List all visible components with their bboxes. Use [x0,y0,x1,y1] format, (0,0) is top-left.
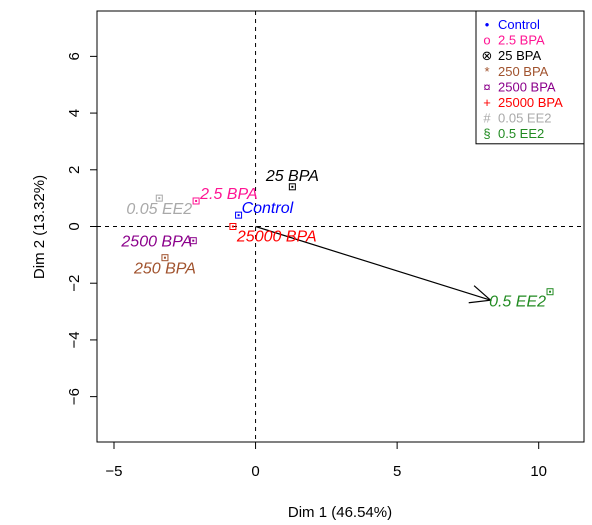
legend-symbol: § [483,126,490,141]
point-marker-center [549,290,552,293]
arrow-layer [255,225,492,304]
x-axis: −5 0 5 10 [105,441,547,480]
point-label: 25000 BPA [236,229,317,246]
arrow-shaft [255,225,491,301]
y-tick-label: 4 [66,109,83,117]
point-marker [546,288,554,296]
legend-symbol: * [484,64,489,79]
point-marker-center [163,256,166,259]
y-tick-label: 0 [66,222,83,230]
point-marker-center [291,185,294,188]
point-marker-center [192,239,195,242]
point-label: 250 BPA [133,261,196,278]
point-marker-center [237,214,240,217]
legend-entry: Control [498,17,540,32]
point-label: 0.5 EE2 [489,294,546,311]
y-tick-label: −4 [66,331,83,348]
legend-symbol: ⊗ [482,48,493,63]
y-tick-label: 2 [66,166,83,174]
point-label: 2500 BPA [120,234,192,251]
point-marker [155,194,163,202]
point-marker [235,211,243,219]
y-tick-label: −6 [66,388,83,405]
point-marker [229,223,237,230]
point-marker [161,254,169,262]
point-marker [189,237,197,245]
x-tick-label: 5 [393,463,401,480]
legend-symbol: # [483,111,491,126]
legend-symbol: ¤ [483,79,490,94]
x-tick-label: −5 [105,463,122,480]
point-label: 25 BPA [265,168,319,185]
legend-symbol: • [485,17,490,32]
legend-entry: 250 BPA [498,64,549,79]
legend-entry: 25 BPA [498,48,541,63]
y-axis: −6 −4 −2 0 2 4 6 [66,52,98,405]
arrow-head [468,285,492,304]
y-tick-label: −2 [66,275,83,292]
legend-entry: 2500 BPA [498,79,556,94]
x-tick-label: 0 [251,463,259,480]
point-marker-center [158,197,161,200]
legend-entry: 25000 BPA [498,95,563,110]
point-marker-center [195,199,198,202]
legend-box [475,10,585,145]
point-marker [288,183,296,191]
legend-symbol: o [483,33,490,48]
x-axis-title: Dim 1 (46.54%) [288,504,392,521]
legend-entry: 2.5 BPA [498,33,545,48]
legend: • Control o 2.5 BPA ⊗ 25 BPA * 250 BPA ¤ 2500 BPA… [475,10,585,145]
point-label: 2.5 BPA [199,186,258,203]
legend-symbol: + [483,95,491,110]
legend-entry: 0.05 EE2 [498,111,552,126]
point-label: Control [242,200,294,217]
x-tick-label: 10 [530,463,547,480]
point-marker [192,197,200,205]
point-label: 0.05 EE2 [126,201,192,218]
y-axis-title: Dim 2 (13.32%) [31,175,48,279]
y-tick-label: 6 [66,52,83,60]
point-marker-center [231,225,234,228]
legend-entry: 0.5 EE2 [498,126,544,141]
reference-lines [97,11,584,442]
